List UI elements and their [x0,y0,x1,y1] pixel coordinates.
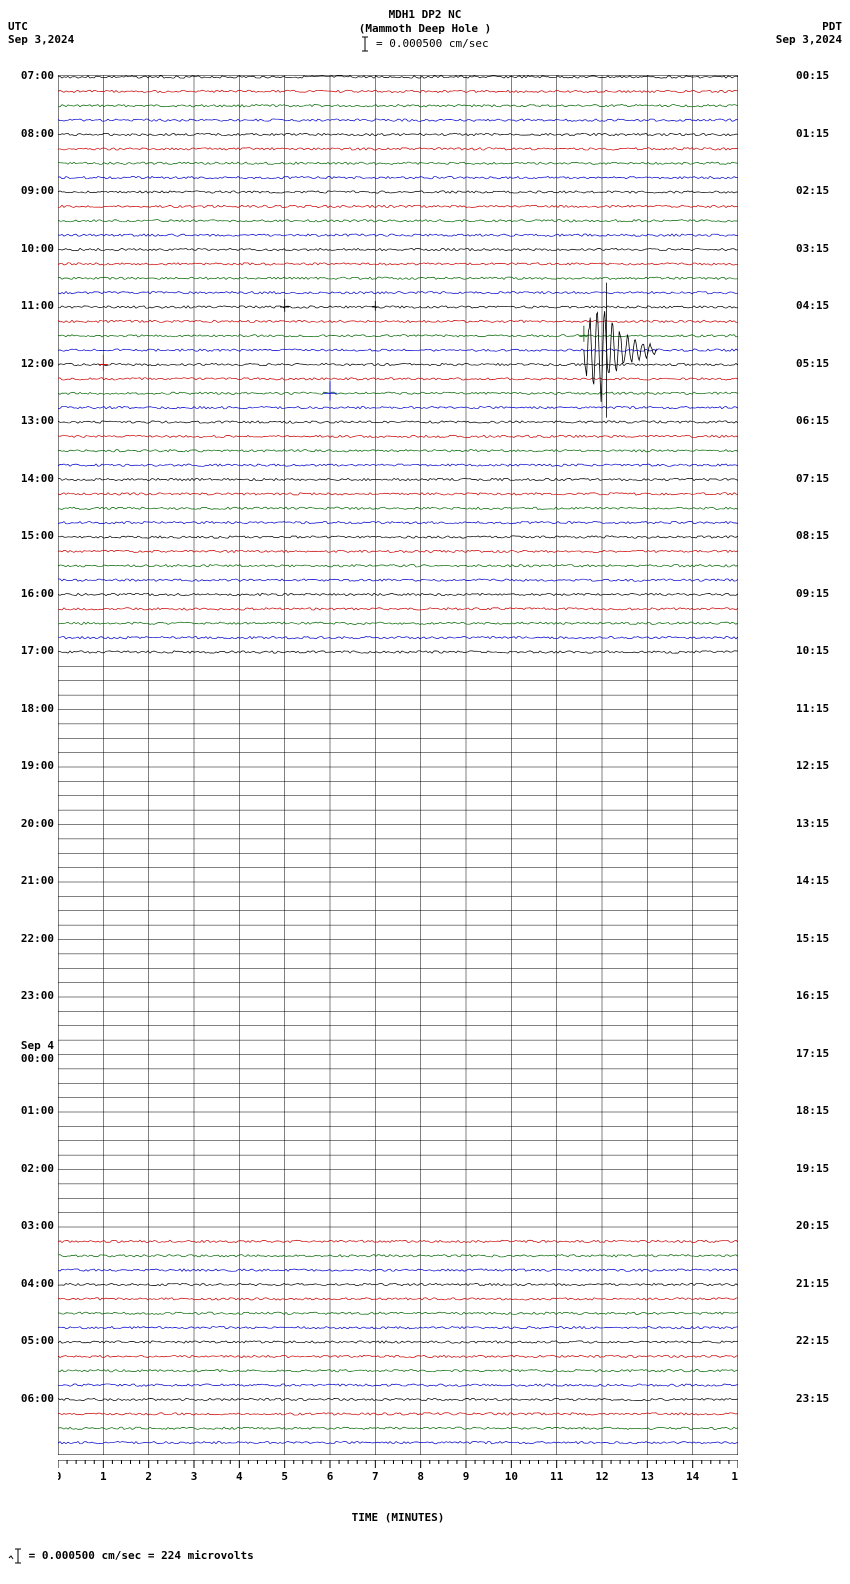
svg-text:10: 10 [505,1470,518,1483]
time-label: 19:00 [21,759,54,772]
time-label: 21:00 [21,874,54,887]
time-label: 01:15 [796,127,829,140]
time-label: 03:15 [796,242,829,255]
x-axis: 0123456789101112131415 TIME (MINUTES) [58,1460,738,1510]
footer-scale-icon [8,1548,22,1564]
time-label: 15:15 [796,932,829,945]
svg-text:8: 8 [417,1470,424,1483]
svg-text:13: 13 [641,1470,654,1483]
time-label: 05:00 [21,1334,54,1347]
time-label: 07:15 [796,472,829,485]
time-label: 22:00 [21,932,54,945]
svg-text:1: 1 [100,1470,107,1483]
time-label: 12:00 [21,357,54,370]
time-label: 04:00 [21,1277,54,1290]
time-label: 02:15 [796,184,829,197]
seismogram-plot [58,75,738,1455]
time-label: 16:00 [21,587,54,600]
time-label: 05:15 [796,357,829,370]
title-line2: (Mammoth Deep Hole ) [0,22,850,36]
svg-text:9: 9 [463,1470,470,1483]
time-label: 11:00 [21,299,54,312]
time-label: 02:00 [21,1162,54,1175]
footer-scale: = 0.000500 cm/sec = 224 microvolts [8,1548,254,1564]
time-label: 21:15 [796,1277,829,1290]
time-label: 17:15 [796,1047,829,1060]
time-label: 08:00 [21,127,54,140]
time-label: 03:00 [21,1219,54,1232]
time-label: Sep 4 00:00 [21,1039,54,1065]
time-label: 13:00 [21,414,54,427]
time-label: 16:15 [796,989,829,1002]
svg-text:5: 5 [281,1470,288,1483]
svg-text:14: 14 [686,1470,700,1483]
svg-text:0: 0 [58,1470,61,1483]
title-scale: = 0.000500 cm/sec [0,36,850,52]
time-label: 13:15 [796,817,829,830]
time-label: 23:15 [796,1392,829,1405]
time-label: 19:15 [796,1162,829,1175]
time-label: 10:00 [21,242,54,255]
time-label: 04:15 [796,299,829,312]
timezone-left: UTC Sep 3,2024 [8,20,74,46]
time-label: 08:15 [796,529,829,542]
timezone-right: PDT Sep 3,2024 [776,20,842,46]
utc-time-labels: 07:0008:0009:0010:0011:0012:0013:0014:00… [8,75,56,1455]
title-line1: MDH1 DP2 NC [0,8,850,22]
time-label: 18:00 [21,702,54,715]
seismogram-svg [58,75,738,1455]
svg-text:2: 2 [145,1470,152,1483]
tz-right-date: Sep 3,2024 [776,33,842,46]
tz-left-date: Sep 3,2024 [8,33,74,46]
x-axis-label: TIME (MINUTES) [58,1511,738,1524]
time-label: 20:15 [796,1219,829,1232]
time-label: 10:15 [796,644,829,657]
time-label: 06:15 [796,414,829,427]
svg-text:7: 7 [372,1470,379,1483]
svg-text:4: 4 [236,1470,243,1483]
time-label: 15:00 [21,529,54,542]
tz-left-label: UTC [8,20,74,33]
time-label: 06:00 [21,1392,54,1405]
time-label: 11:15 [796,702,829,715]
scale-bar-icon [361,36,369,52]
time-label: 22:15 [796,1334,829,1347]
chart-header: MDH1 DP2 NC (Mammoth Deep Hole ) = 0.000… [0,0,850,52]
time-label: 14:00 [21,472,54,485]
svg-text:6: 6 [327,1470,334,1483]
tz-right-label: PDT [776,20,842,33]
pdt-time-labels: 00:1501:1502:1503:1504:1505:1506:1507:15… [794,75,842,1455]
time-label: 23:00 [21,989,54,1002]
time-label: 00:15 [796,69,829,82]
time-label: 09:15 [796,587,829,600]
svg-text:12: 12 [595,1470,608,1483]
svg-text:15: 15 [731,1470,738,1483]
time-label: 18:15 [796,1104,829,1117]
time-label: 01:00 [21,1104,54,1117]
svg-text:11: 11 [550,1470,564,1483]
time-label: 12:15 [796,759,829,772]
time-label: 20:00 [21,817,54,830]
time-label: 17:00 [21,644,54,657]
svg-text:3: 3 [191,1470,198,1483]
time-label: 07:00 [21,69,54,82]
seismogram-container: UTC Sep 3,2024 PDT Sep 3,2024 MDH1 DP2 N… [0,0,850,1584]
time-label: 09:00 [21,184,54,197]
time-label: 14:15 [796,874,829,887]
x-axis-ticks: 0123456789101112131415 [58,1460,738,1484]
